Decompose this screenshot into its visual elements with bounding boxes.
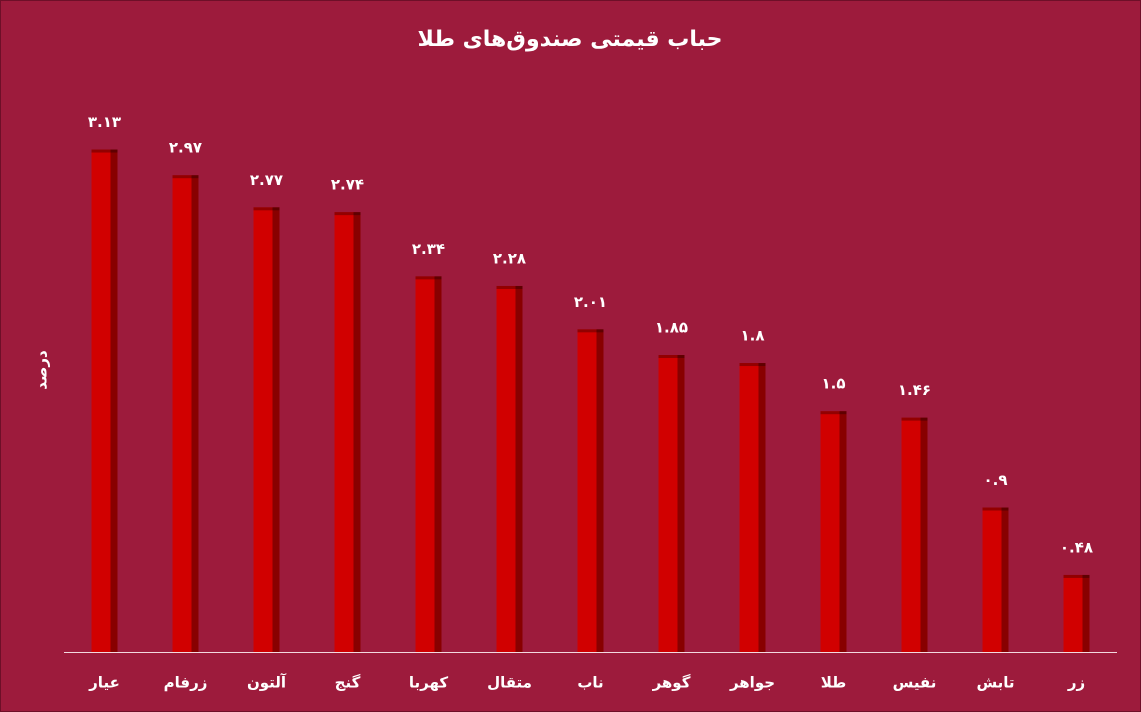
- x-tick-label: تابش: [976, 674, 1014, 692]
- x-tick-label: گوهر: [652, 674, 691, 692]
- x-tick-label: کهربا: [409, 674, 448, 692]
- bar: [739, 363, 766, 652]
- value-label: ۲.۷۷: [250, 171, 283, 189]
- value-label: ۲.۲۸: [493, 249, 526, 267]
- x-tick-label: گنج: [335, 674, 361, 692]
- bar-shade: [596, 329, 604, 652]
- x-tick-label: طلا: [821, 674, 847, 692]
- bar: [820, 411, 847, 652]
- x-tick-label: زرفام: [164, 674, 208, 692]
- bar-shade: [758, 363, 766, 652]
- bar-cap: [496, 285, 523, 289]
- value-label: ۱.۴۶: [898, 381, 931, 399]
- value-label: ۳.۱۳: [88, 113, 121, 131]
- bar-cap: [415, 276, 442, 280]
- bar-shade: [110, 149, 118, 652]
- value-label: ۰.۴۸: [1060, 538, 1093, 556]
- bar: [982, 507, 1009, 652]
- x-tick-label: جواهر: [729, 674, 775, 692]
- bar-shade: [1082, 574, 1090, 652]
- bar: [253, 207, 280, 652]
- bar-shade: [191, 175, 199, 652]
- bar-cap: [658, 355, 685, 359]
- bar-cap: [982, 507, 1009, 511]
- bar: [172, 175, 199, 652]
- bar-shade: [434, 276, 442, 652]
- bar-cap: [577, 329, 604, 333]
- bar-shade: [353, 212, 361, 652]
- bar: [415, 276, 442, 652]
- bar-shade: [1001, 507, 1009, 652]
- bar-shade: [677, 355, 685, 652]
- x-tick-label: نفیس: [893, 674, 937, 692]
- bar: [496, 285, 523, 652]
- value-label: ۲.۳۴: [412, 240, 445, 258]
- value-label: ۰.۹: [983, 471, 1007, 489]
- bar-cap: [172, 175, 199, 179]
- x-tick-label: ناب: [577, 674, 603, 692]
- value-label: ۲.۷۴: [331, 176, 364, 194]
- bar-cap: [253, 207, 280, 211]
- x-tick-label: زر: [1067, 674, 1085, 692]
- bar-cap: [901, 417, 928, 421]
- y-axis-label: درصد: [33, 350, 51, 390]
- bar-cap: [91, 149, 118, 153]
- bar-cap: [334, 212, 361, 216]
- value-label: ۲.۰۱: [574, 293, 607, 311]
- x-tick-label: متقال: [487, 674, 532, 692]
- bar: [1063, 574, 1090, 652]
- value-label: ۱.۵: [821, 375, 845, 393]
- bar: [577, 329, 604, 652]
- bar-shade: [839, 411, 847, 652]
- bar-shade: [272, 207, 280, 652]
- x-tick-label: عیار: [88, 674, 120, 692]
- value-label: ۱.۸۵: [655, 319, 688, 337]
- bar-shade: [920, 417, 928, 652]
- bar-shade: [515, 285, 523, 652]
- bar: [901, 417, 928, 652]
- bar: [334, 212, 361, 652]
- bar-cap: [739, 363, 766, 367]
- bar-cap: [1063, 574, 1090, 578]
- bar: [91, 149, 118, 652]
- bar-cap: [820, 411, 847, 415]
- x-tick-label: آلتون: [247, 674, 287, 692]
- value-label: ۲.۹۷: [169, 139, 202, 157]
- chart-title: حباب قیمتی صندوق‌های طلا: [418, 27, 723, 52]
- value-label: ۱.۸: [740, 327, 764, 345]
- bar: [658, 355, 685, 652]
